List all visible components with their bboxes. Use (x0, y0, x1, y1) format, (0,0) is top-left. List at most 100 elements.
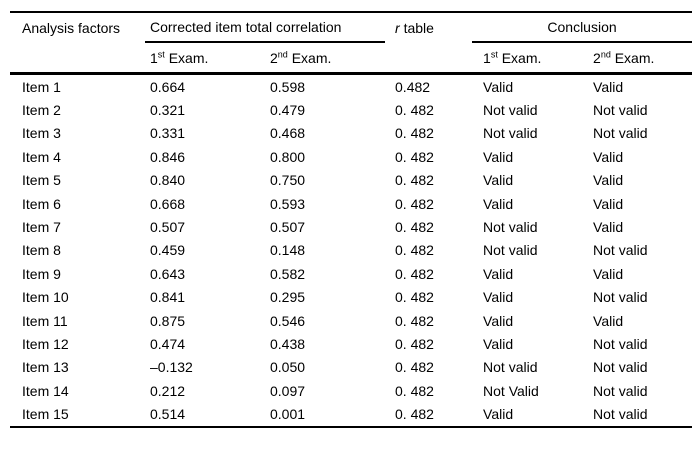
table-row: Item 7 0.507 0.507 0. 482 Not valid Valid (10, 215, 692, 238)
cell-r-table: 0. 482 (395, 382, 434, 399)
cell-corr-2nd: 0.097 (270, 382, 306, 399)
cell-item: Item 2 (22, 102, 61, 119)
cell-corr-2nd: 0.479 (270, 102, 306, 119)
cell-r-table: 0. 482 (395, 335, 434, 352)
table-row: Item 9 0.643 0.582 0. 482 Valid Valid (10, 262, 692, 285)
cell-concl-2nd: Valid (593, 195, 624, 212)
cell-corr-1st: 0.321 (150, 102, 186, 119)
table-row: Item 11 0.875 0.546 0. 482 Valid Valid (10, 309, 692, 332)
cell-corr-1st: 0.846 (150, 148, 186, 165)
cell-r-table: 0. 482 (395, 312, 434, 329)
cell-concl-1st: Valid (483, 195, 514, 212)
cell-r-table: 0. 482 (395, 265, 434, 282)
table-row: Item 10 0.841 0.295 0. 482 Valid Not valid (10, 286, 692, 309)
cell-concl-1st: Valid (483, 78, 514, 95)
table-header: Analysis factors Corrected item total co… (10, 12, 693, 75)
cell-r-table: 0. 482 (395, 289, 434, 306)
table-row: Item 1 0.664 0.598 0.482 Valid Valid (10, 74, 692, 99)
ordinal-suffix: nd (277, 48, 288, 59)
header-r-table: r table (385, 12, 472, 42)
cell-concl-2nd: Valid (593, 312, 624, 329)
cell-item: Item 8 (22, 242, 61, 259)
cell-item: Item 10 (22, 289, 69, 306)
cell-corr-1st: 0.840 (150, 172, 186, 189)
cell-concl-2nd: Not valid (593, 242, 648, 259)
cell-corr-1st: 0.841 (150, 289, 186, 306)
table-row: Item 2 0.321 0.479 0. 482 Not valid Not valid (10, 98, 692, 121)
cell-concl-1st: Not valid (483, 102, 538, 119)
header-group-row: Analysis factors Corrected item total co… (10, 12, 693, 43)
cell-item: Item 11 (22, 312, 68, 329)
cell-concl-1st: Not valid (483, 242, 538, 259)
cell-corr-1st: 0.212 (150, 382, 186, 399)
cell-corr-1st: –0.132 (150, 359, 193, 376)
cell-corr-1st: 0.514 (150, 406, 186, 423)
cell-concl-1st: Not valid (483, 125, 538, 142)
cell-item: Item 14 (22, 382, 69, 399)
cell-corr-1st: 0.664 (150, 78, 186, 95)
header-corrected-item-total-correlation: Corrected item total correlation (145, 12, 386, 43)
subheader-correlation-2nd-exam: 2nd Exam. (265, 42, 386, 75)
cell-concl-2nd: Not valid (593, 406, 648, 423)
cell-concl-2nd: Valid (593, 148, 624, 165)
cell-item: Item 13 (22, 359, 69, 376)
cell-corr-1st: 0.875 (150, 312, 186, 329)
cell-r-table: 0. 482 (395, 359, 434, 376)
cell-corr-1st: 0.331 (150, 125, 186, 142)
cell-concl-1st: Valid (483, 406, 514, 423)
cell-concl-1st: Valid (483, 335, 514, 352)
cell-concl-1st: Valid (483, 265, 514, 282)
table-row: Item 15 0.514 0.001 0. 482 Valid Not valid (10, 402, 692, 426)
ordinal-suffix: st (157, 48, 165, 59)
table-row: Item 4 0.846 0.800 0. 482 Valid Valid (10, 145, 692, 168)
cell-item: Item 4 (22, 148, 61, 165)
r-symbol: r (395, 19, 400, 36)
cell-concl-2nd: Not valid (593, 359, 648, 376)
cell-corr-2nd: 0.598 (270, 78, 306, 95)
cell-corr-2nd: 0.148 (270, 242, 306, 259)
cell-item: Item 6 (22, 195, 61, 212)
cell-item: Item 5 (22, 172, 61, 189)
cell-corr-2nd: 0.295 (270, 289, 306, 306)
cell-corr-2nd: 0.468 (270, 125, 306, 142)
cell-r-table: 0. 482 (395, 125, 434, 142)
cell-corr-2nd: 0.593 (270, 195, 306, 212)
cell-concl-1st: Not Valid (483, 382, 539, 399)
table-row: Item 3 0.331 0.468 0. 482 Not valid Not valid (10, 122, 692, 145)
cell-concl-2nd: Not valid (593, 335, 648, 352)
header-sub-row: 1st Exam. 2nd Exam. 1st Exam. 2nd Exam. (10, 42, 693, 75)
ordinal-suffix: st (490, 48, 498, 59)
cell-item: Item 12 (22, 335, 69, 352)
item-validity-table: Analysis factors Corrected item total co… (10, 11, 693, 428)
table-row: Item 8 0.459 0.148 0. 482 Not valid Not valid (10, 239, 692, 262)
cell-corr-1st: 0.507 (150, 219, 186, 236)
cell-concl-1st: Valid (483, 289, 514, 306)
cell-corr-1st: 0.474 (150, 335, 186, 352)
cell-r-table: 0.482 (395, 78, 431, 95)
table-row: Item 6 0.668 0.593 0. 482 Valid Valid (10, 192, 692, 215)
cell-corr-2nd: 0.750 (270, 172, 306, 189)
cell-concl-1st: Not valid (483, 359, 538, 376)
cell-corr-2nd: 0.582 (270, 265, 306, 282)
subheader-conclusion-1st-exam: 1st Exam. (472, 42, 584, 75)
table-row: Item 5 0.840 0.750 0. 482 Valid Valid (10, 169, 692, 192)
cell-concl-2nd: Not valid (593, 289, 648, 306)
cell-corr-2nd: 0.001 (270, 406, 306, 423)
cell-concl-1st: Valid (483, 148, 514, 165)
paper-page: Analysis factors Corrected item total co… (0, 11, 700, 451)
header-conclusion: Conclusion (472, 12, 693, 43)
cell-concl-2nd: Not valid (593, 125, 648, 142)
header-analysis-factors: Analysis factors (22, 19, 121, 36)
cell-corr-1st: 0.459 (150, 242, 186, 259)
cell-corr-1st: 0.668 (150, 195, 186, 212)
cell-r-table: 0. 482 (395, 195, 434, 212)
table-row: Item 14 0.212 0.097 0. 482 Not Valid Not vali… (10, 379, 692, 402)
cell-item: Item 3 (22, 125, 61, 142)
ordinal-suffix: nd (600, 48, 611, 59)
table-row: Item 12 0.474 0.438 0. 482 Valid Not valid (10, 332, 692, 355)
cell-concl-2nd: Not valid (593, 382, 648, 399)
cell-concl-2nd: Valid (593, 265, 624, 282)
cell-corr-2nd: 0.438 (270, 335, 306, 352)
table-body: Item 1 0.664 0.598 0.482 Valid Valid Item 2 0.3… (10, 74, 692, 427)
subheader-empty-analysis (10, 42, 145, 75)
